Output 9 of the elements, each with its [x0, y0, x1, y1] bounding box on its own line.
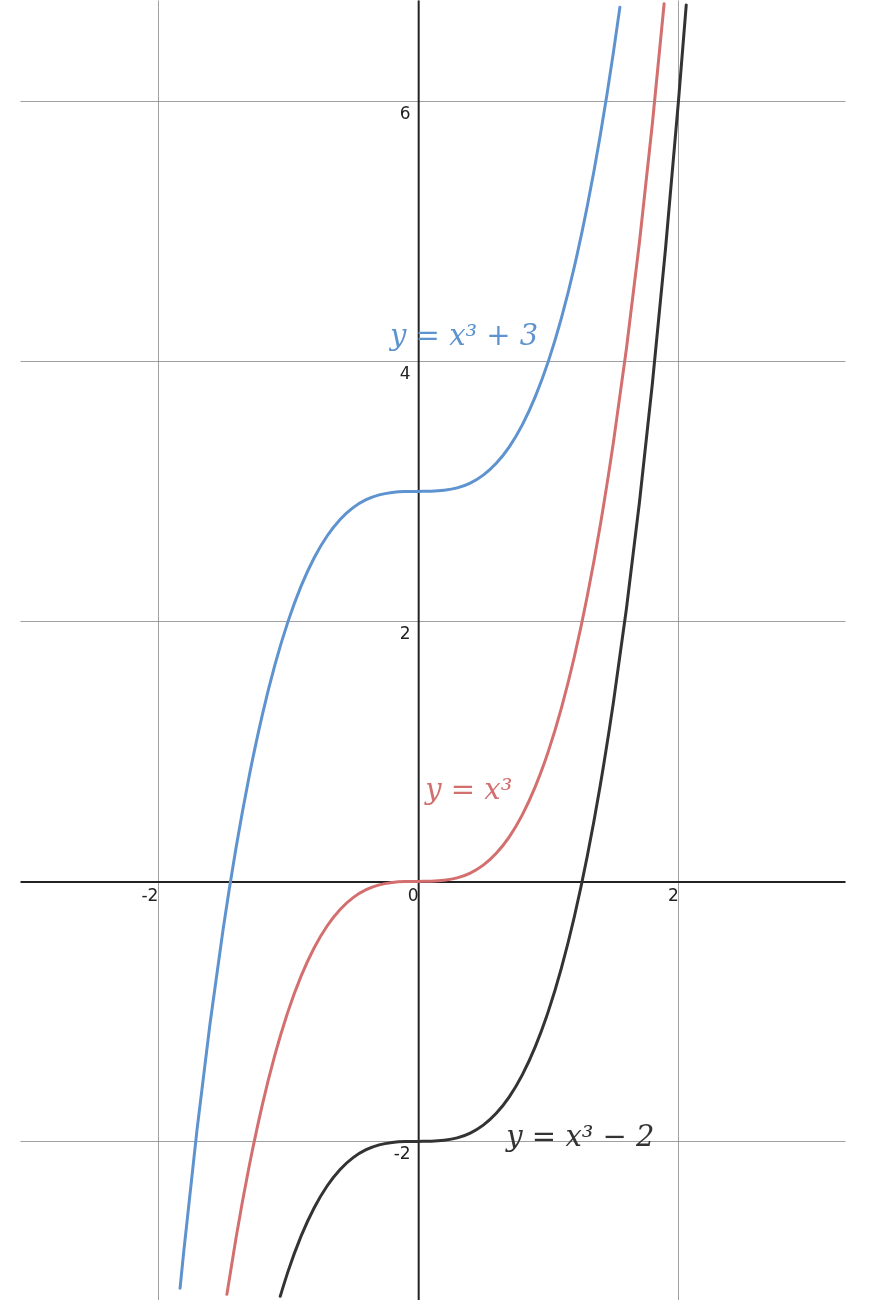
y-tick-label: 6 [399, 102, 411, 123]
x-tick-label: -2 [141, 884, 159, 905]
annotation: y = x³ [423, 771, 513, 806]
annotation: y = x³ − 2 [504, 1119, 655, 1154]
y-tick-label: 4 [399, 362, 411, 383]
x-tick-label: 0 [407, 884, 419, 905]
y-tick-label: -2 [393, 1142, 411, 1163]
y-tick-label: 2 [399, 622, 411, 643]
x-tick-label: 2 [668, 884, 679, 905]
